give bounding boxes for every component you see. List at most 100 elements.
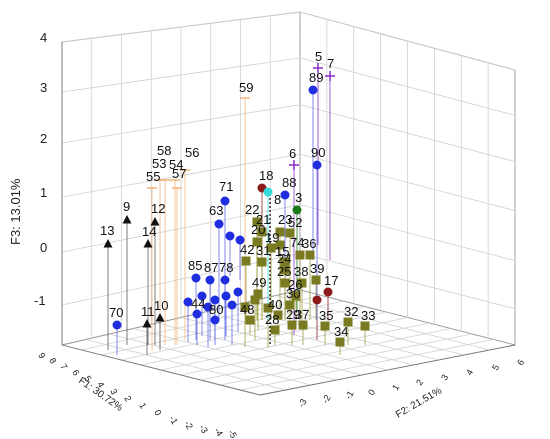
y-tick: 3 [439, 373, 450, 382]
point-marker [155, 313, 165, 322]
point-label: 25 [277, 264, 291, 279]
point-marker [122, 215, 132, 224]
point-marker [335, 337, 345, 347]
point-marker [312, 160, 322, 170]
point-marker [203, 302, 213, 312]
x-tick: 7 [58, 362, 69, 371]
point-label: 31 [256, 243, 270, 258]
point-label: 37 [295, 307, 309, 322]
point-marker [225, 231, 235, 241]
x-tick: 0 [152, 408, 163, 417]
point-label: 15 [275, 244, 289, 259]
point-marker [205, 275, 215, 285]
point-marker [287, 320, 297, 330]
point-marker [241, 256, 251, 266]
y-tick: 5 [490, 363, 501, 372]
x-tick: -3 [197, 423, 210, 435]
point-marker [270, 325, 280, 335]
x-tick: 6 [70, 368, 81, 377]
point-marker [183, 297, 193, 307]
y-tick: -3 [296, 397, 309, 409]
point-label: 54 [169, 157, 183, 172]
point-marker [252, 237, 262, 247]
point-marker [312, 295, 322, 305]
point-label: 8 [274, 192, 281, 207]
point-marker [323, 287, 333, 297]
point-label: 21 [256, 212, 270, 227]
z-tick: 4 [40, 30, 47, 45]
point-marker [295, 250, 305, 260]
point-marker [143, 239, 153, 248]
point-marker [214, 219, 224, 229]
front-right-edge [259, 344, 516, 396]
point-marker [360, 321, 370, 331]
point-label: 5 [315, 49, 322, 64]
point-marker [311, 275, 321, 285]
point-label: 90 [311, 145, 325, 160]
point-label: 56 [185, 145, 199, 160]
z-tick: -1 [34, 293, 46, 308]
point-label: 58 [157, 143, 171, 158]
x-tick: 3 [108, 387, 119, 396]
point-label: 88 [282, 175, 296, 190]
grid-line [157, 322, 363, 376]
grid-lines [61, 11, 516, 391]
point-label: 10 [154, 298, 168, 313]
point-label: 17 [324, 273, 338, 288]
grid-line [85, 339, 286, 391]
point-label: 18 [259, 168, 273, 183]
point-marker [313, 63, 323, 73]
x-tick: -2 [182, 419, 195, 431]
point-label: 78 [219, 260, 233, 275]
point-label: 70 [109, 305, 123, 320]
point-marker [320, 321, 330, 331]
point-marker [266, 243, 276, 253]
point-marker [192, 309, 202, 319]
point-label: 55 [146, 169, 160, 184]
point-marker [235, 235, 245, 245]
point-label: 39 [310, 261, 324, 276]
point-label: 71 [219, 179, 233, 194]
point-label: 32 [344, 304, 358, 319]
grid-line [228, 306, 439, 361]
point-label: 6 [289, 146, 296, 161]
point-label: 12 [151, 201, 165, 216]
point-label: 53 [152, 156, 166, 171]
point-marker [263, 303, 273, 313]
point-marker [308, 85, 318, 95]
point-label: 29 [286, 307, 300, 322]
point-label: 63 [209, 203, 223, 218]
point-marker [280, 190, 290, 200]
point-marker [245, 315, 255, 325]
x-tick: 4 [95, 380, 106, 389]
x-tick: 1 [137, 401, 148, 410]
point-label: 89 [309, 70, 323, 85]
point-marker [191, 273, 201, 283]
x-tick: 5 [82, 374, 93, 383]
y-tick: -2 [320, 393, 333, 405]
point-label: 35 [319, 308, 333, 323]
point-marker [292, 205, 302, 215]
point-marker [210, 315, 220, 325]
point-label: 22 [245, 202, 259, 217]
point-marker [275, 240, 285, 250]
z-tick: 3 [40, 80, 47, 95]
x-tick: 9 [36, 351, 47, 360]
point-marker [142, 319, 152, 328]
point-label: 28 [265, 312, 279, 327]
point-label: 49 [252, 275, 266, 290]
point-marker [280, 265, 290, 275]
point-marker [221, 291, 231, 301]
point-label: 24 [277, 251, 291, 266]
point-label: 42 [240, 242, 254, 257]
point-marker [250, 295, 260, 305]
point-marker [240, 302, 250, 312]
x-tick: -4 [212, 426, 225, 438]
y-tick: 6 [515, 358, 526, 367]
x-tick: 2 [122, 394, 133, 403]
point-marker [197, 291, 207, 301]
point-label: 80 [209, 302, 223, 317]
z-tick: 0 [40, 240, 47, 255]
